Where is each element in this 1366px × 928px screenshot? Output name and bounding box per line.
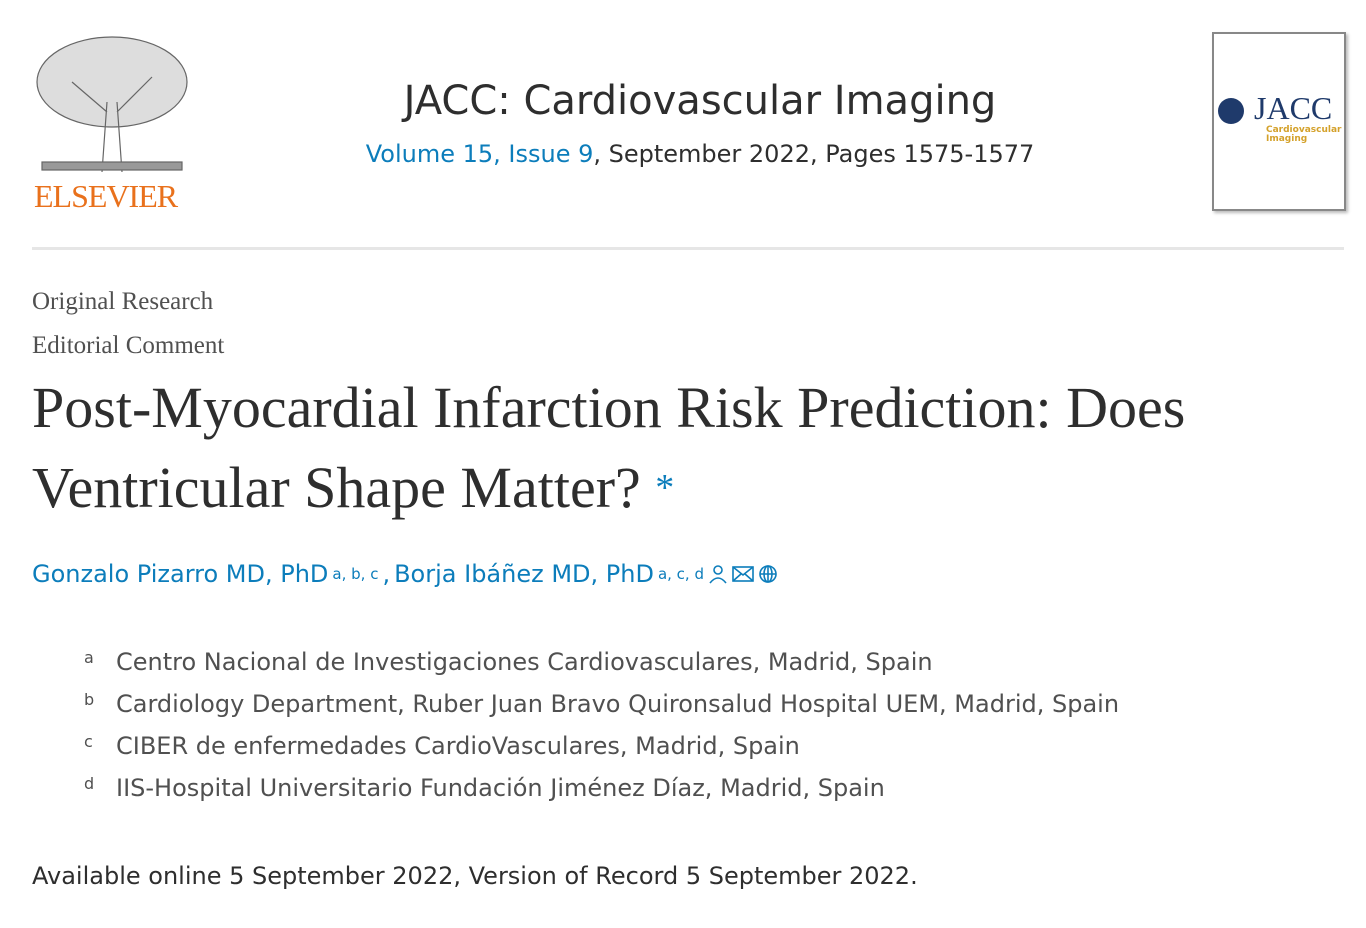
person-icon[interactable] — [708, 563, 728, 585]
volume-issue-link[interactable]: Volume 15, Issue 9 — [365, 140, 594, 168]
affiliation-item: c CIBER de enfermedades CardioVasculares,… — [84, 732, 800, 760]
article-subtype: Editorial Comment — [32, 332, 225, 359]
author-affiliation-refs[interactable]: a, b, c — [332, 565, 379, 583]
author-list: Gonzalo Pizarro MD, PhD a, b, c, Borja Ib… — [32, 560, 778, 588]
article-title: Post-Myocardial Infarction Risk Predicti… — [32, 368, 1352, 528]
affiliation-item: a Centro Nacional de Investigaciones Card… — [84, 648, 933, 676]
jacc-seal-icon — [1218, 98, 1244, 124]
affiliation-item: d IIS-Hospital Universitario Fundación Ji… — [84, 774, 885, 802]
affiliation-item: b Cardiology Department, Ruber Juan Bravo… — [84, 690, 1120, 718]
globe-icon[interactable] — [758, 564, 778, 584]
journal-title[interactable]: JACC: Cardiovascular Imaging — [403, 78, 997, 124]
title-text: Post-Myocardial Infarction Risk Predicti… — [32, 375, 1186, 520]
cover-subtitle-2: Imaging — [1266, 134, 1308, 144]
availability-text: Available online 5 September 2022, Versi… — [32, 862, 918, 890]
author-separator: , — [382, 560, 391, 588]
divider — [32, 247, 1344, 250]
cover-subtitle-1: Cardiovascular — [1266, 125, 1342, 135]
elsevier-logo[interactable] — [32, 32, 192, 212]
article-type: Original Research — [32, 288, 214, 315]
envelope-icon[interactable] — [732, 565, 754, 583]
volume-line: Volume 15, Issue 9, September 2022, Page… — [0, 140, 1366, 168]
title-footnote-link[interactable]: * — [655, 467, 675, 509]
author-affiliation-refs[interactable]: a, c, d — [657, 565, 704, 583]
cover-brand: JACC — [1254, 90, 1333, 126]
author-link[interactable]: Borja Ibáñez MD, PhD — [394, 560, 654, 588]
journal-cover[interactable]: JACC Cardiovascular Imaging — [1212, 32, 1346, 211]
elsevier-wordmark: ELSEVIER — [34, 178, 178, 214]
date-pages: , September 2022, Pages 1575-1577 — [593, 140, 1035, 168]
author-link[interactable]: Gonzalo Pizarro MD, PhD — [32, 560, 329, 588]
